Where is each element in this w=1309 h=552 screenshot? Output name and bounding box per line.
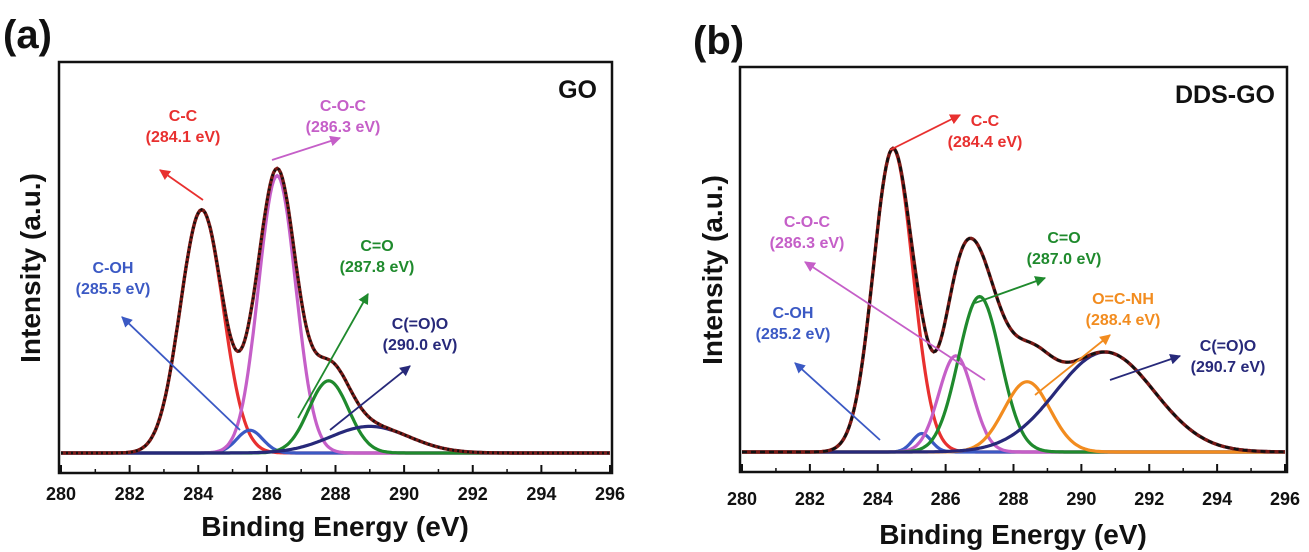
- panel-label: (a): [3, 13, 52, 57]
- annotation-label: C-C: [971, 113, 1000, 130]
- annotation-arrow: [1034, 334, 1111, 396]
- annotation-label: C-OH: [93, 260, 134, 277]
- x-tick-label: 280: [727, 489, 757, 509]
- annotation-value: (290.7 eV): [1191, 359, 1266, 376]
- x-tick-label: 284: [863, 489, 893, 509]
- x-tick-label: 288: [320, 484, 350, 504]
- annotation-value: (288.4 eV): [1086, 312, 1161, 329]
- annotation-arrow: [297, 293, 369, 419]
- x-tick-label: 284: [183, 484, 213, 504]
- series-line-o-c-nh: [742, 380, 1285, 454]
- annotation-label: C-C: [169, 108, 198, 125]
- x-tick-label: 288: [998, 489, 1028, 509]
- panel-b: (b) DDS-GO Binding Energy (eV) Intensity…: [693, 19, 1300, 550]
- x-tick-label: 290: [389, 484, 419, 504]
- annotation-label: C-O-C: [784, 214, 831, 231]
- x-tick-label: 294: [1202, 489, 1232, 509]
- x-tick-label: 296: [1270, 489, 1300, 509]
- annotation-arrow: [794, 362, 881, 441]
- x-tick-label: 294: [526, 484, 556, 504]
- x-tick-label: 282: [795, 489, 825, 509]
- annotation-value: (287.8 eV): [340, 259, 415, 276]
- series-line-c-o-c: [61, 173, 610, 455]
- annotation-value: (285.2 eV): [756, 326, 831, 343]
- annotation-value: (284.1 eV): [146, 129, 221, 146]
- annotation-value: (290.0 eV): [383, 337, 458, 354]
- series-line-c-o: [61, 379, 610, 455]
- x-tick-label: 296: [595, 484, 625, 504]
- x-tick-label: 280: [46, 484, 76, 504]
- annotation-value: (287.0 eV): [1027, 251, 1102, 268]
- x-tick-label: 290: [1066, 489, 1096, 509]
- sample-label: DDS-GO: [1175, 81, 1275, 109]
- series-line-c-c: [61, 208, 610, 455]
- annotation-label: O=C-NH: [1092, 291, 1154, 308]
- panel-a: (a) GO Binding Energy (eV) Intensity (a.…: [3, 13, 625, 542]
- experimental-data-line: [61, 166, 610, 455]
- annotation-value: (285.5 eV): [76, 281, 151, 298]
- x-axis-title: Binding Energy (eV): [879, 519, 1147, 550]
- annotation-value: (286.3 eV): [306, 119, 381, 136]
- annotation-arrow: [804, 261, 986, 381]
- y-axis-title: Intensity (a.u.): [697, 175, 728, 365]
- annotation-label: C(=O)O: [392, 316, 448, 333]
- annotation-value: (286.3 eV): [770, 235, 845, 252]
- x-tick-label: 282: [115, 484, 145, 504]
- x-tick-label: 292: [1134, 489, 1164, 509]
- x-tick-label: 292: [458, 484, 488, 504]
- y-axis-title: Intensity (a.u.): [15, 173, 46, 363]
- experimental-data-line: [742, 146, 1285, 454]
- annotation-label: C=O: [1047, 230, 1080, 247]
- annotation-arrow: [1109, 354, 1182, 381]
- x-axis-title: Binding Energy (eV): [201, 511, 469, 542]
- annotation-arrow: [889, 114, 961, 151]
- annotation-arrow: [159, 169, 204, 201]
- annotation-arrow: [271, 135, 342, 161]
- annotation-label: C-O-C: [320, 98, 367, 115]
- sample-label: GO: [558, 76, 597, 104]
- envelope-fit-line: [61, 166, 610, 455]
- x-tick-label: 286: [931, 489, 961, 509]
- annotation-arrow: [329, 365, 411, 431]
- x-tick-label: 286: [252, 484, 282, 504]
- annotation-arrow: [974, 276, 1047, 304]
- panel-label: (b): [693, 19, 744, 63]
- annotation-label: C(=O)O: [1200, 338, 1256, 355]
- annotation-arrow: [121, 316, 241, 431]
- annotation-label: C=O: [360, 238, 393, 255]
- annotation-label: C-OH: [773, 305, 814, 322]
- annotation-value: (284.4 eV): [948, 134, 1023, 151]
